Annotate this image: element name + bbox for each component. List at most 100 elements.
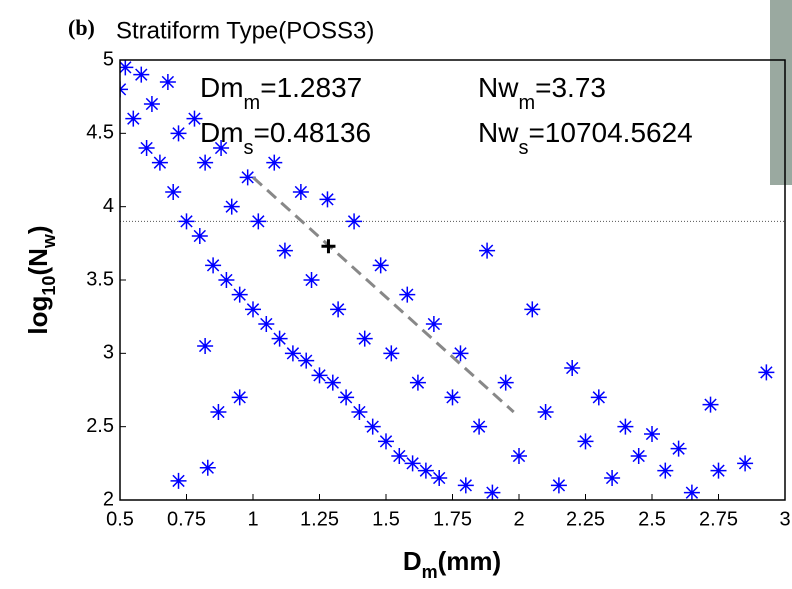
point — [364, 418, 381, 435]
point — [372, 257, 389, 274]
annotation-text: =1.2837 — [260, 72, 362, 103]
x-tick-label: 1.5 — [372, 508, 400, 530]
point — [346, 213, 363, 230]
point — [298, 352, 315, 369]
annotation-label: Dm — [200, 117, 244, 148]
annotation-sub: s — [518, 137, 528, 159]
x-tick-label: 2.25 — [566, 508, 605, 530]
point — [197, 338, 214, 354]
x-axis-label-part: D — [403, 546, 422, 576]
point — [276, 242, 293, 259]
y-axis-label: log10(Nw) — [23, 225, 59, 334]
point — [199, 459, 216, 476]
point — [378, 433, 394, 450]
annotation-label: Nw — [478, 117, 519, 148]
point — [151, 154, 168, 171]
point — [457, 477, 474, 494]
y-axis-label-part: 10 — [39, 276, 59, 296]
point — [383, 345, 400, 362]
point — [524, 301, 541, 318]
point — [170, 125, 187, 142]
point — [330, 301, 347, 318]
photo-fragment — [770, 0, 792, 185]
point — [417, 462, 434, 479]
panel-label: (b) — [68, 15, 95, 40]
point — [266, 154, 283, 171]
point — [399, 286, 416, 303]
x-tick-label: 1 — [247, 508, 258, 530]
y-tick-label: 3 — [103, 342, 114, 364]
point — [471, 418, 488, 435]
point — [125, 110, 142, 127]
point — [590, 389, 607, 406]
point — [356, 330, 373, 347]
point — [564, 360, 581, 376]
y-tick-label: 2.5 — [86, 415, 114, 437]
point — [143, 96, 160, 112]
annotation-sub: m — [244, 92, 261, 114]
annotation-sub: s — [244, 137, 254, 159]
point — [702, 396, 719, 413]
annotation-text: =10704.5624 — [528, 117, 692, 148]
point — [409, 374, 426, 391]
point — [479, 242, 496, 259]
point — [197, 154, 214, 171]
chart-title: Stratiform Type(POSS3) — [116, 17, 374, 44]
point — [404, 455, 421, 472]
point — [120, 60, 134, 76]
plot-area — [120, 60, 785, 500]
annotation-text: =3.73 — [535, 72, 606, 103]
x-axis-label-part: (mm) — [438, 546, 502, 576]
point — [758, 364, 775, 381]
point — [537, 404, 554, 420]
x-tick-label: 1.25 — [300, 508, 339, 530]
point — [657, 462, 674, 479]
y-axis-label-part: log — [23, 296, 53, 335]
point — [324, 374, 341, 391]
x-tick-label: 0.75 — [167, 508, 206, 530]
point — [165, 184, 182, 200]
x-tick-label: 0.5 — [106, 508, 134, 530]
point — [303, 272, 320, 288]
annotation: Nws=10704.5624 — [478, 117, 693, 159]
point — [511, 448, 527, 464]
point — [431, 470, 448, 486]
annotation-label: Dm — [200, 72, 244, 103]
x-tick-label: 3 — [779, 508, 790, 530]
point — [170, 472, 187, 489]
point — [250, 213, 267, 230]
point — [644, 426, 660, 442]
point — [191, 228, 208, 244]
point — [617, 418, 634, 435]
point — [231, 286, 248, 303]
point — [484, 484, 501, 500]
point — [319, 191, 336, 208]
point — [218, 272, 235, 288]
point — [245, 301, 261, 318]
point — [178, 213, 195, 230]
y-axis-label-part: w — [39, 233, 59, 249]
x-tick-label: 2 — [513, 508, 524, 530]
y-tick-label: 4 — [103, 195, 114, 217]
point — [205, 257, 222, 274]
point — [577, 433, 594, 450]
annotation: Dms=0.48136 — [200, 117, 371, 159]
point — [284, 345, 301, 362]
point — [223, 198, 240, 215]
point — [271, 330, 288, 347]
point — [133, 66, 150, 83]
point — [391, 448, 408, 464]
point — [159, 74, 176, 90]
x-tick-label: 1.75 — [433, 508, 472, 530]
point — [292, 184, 309, 200]
x-axis-label-part: m — [422, 562, 438, 582]
annotation-sub: m — [518, 92, 535, 114]
point — [670, 440, 687, 457]
point — [604, 470, 621, 486]
y-axis-label-part: ) — [23, 225, 53, 234]
x-tick-label: 2.5 — [638, 508, 666, 530]
point — [186, 110, 203, 127]
point — [710, 462, 727, 479]
